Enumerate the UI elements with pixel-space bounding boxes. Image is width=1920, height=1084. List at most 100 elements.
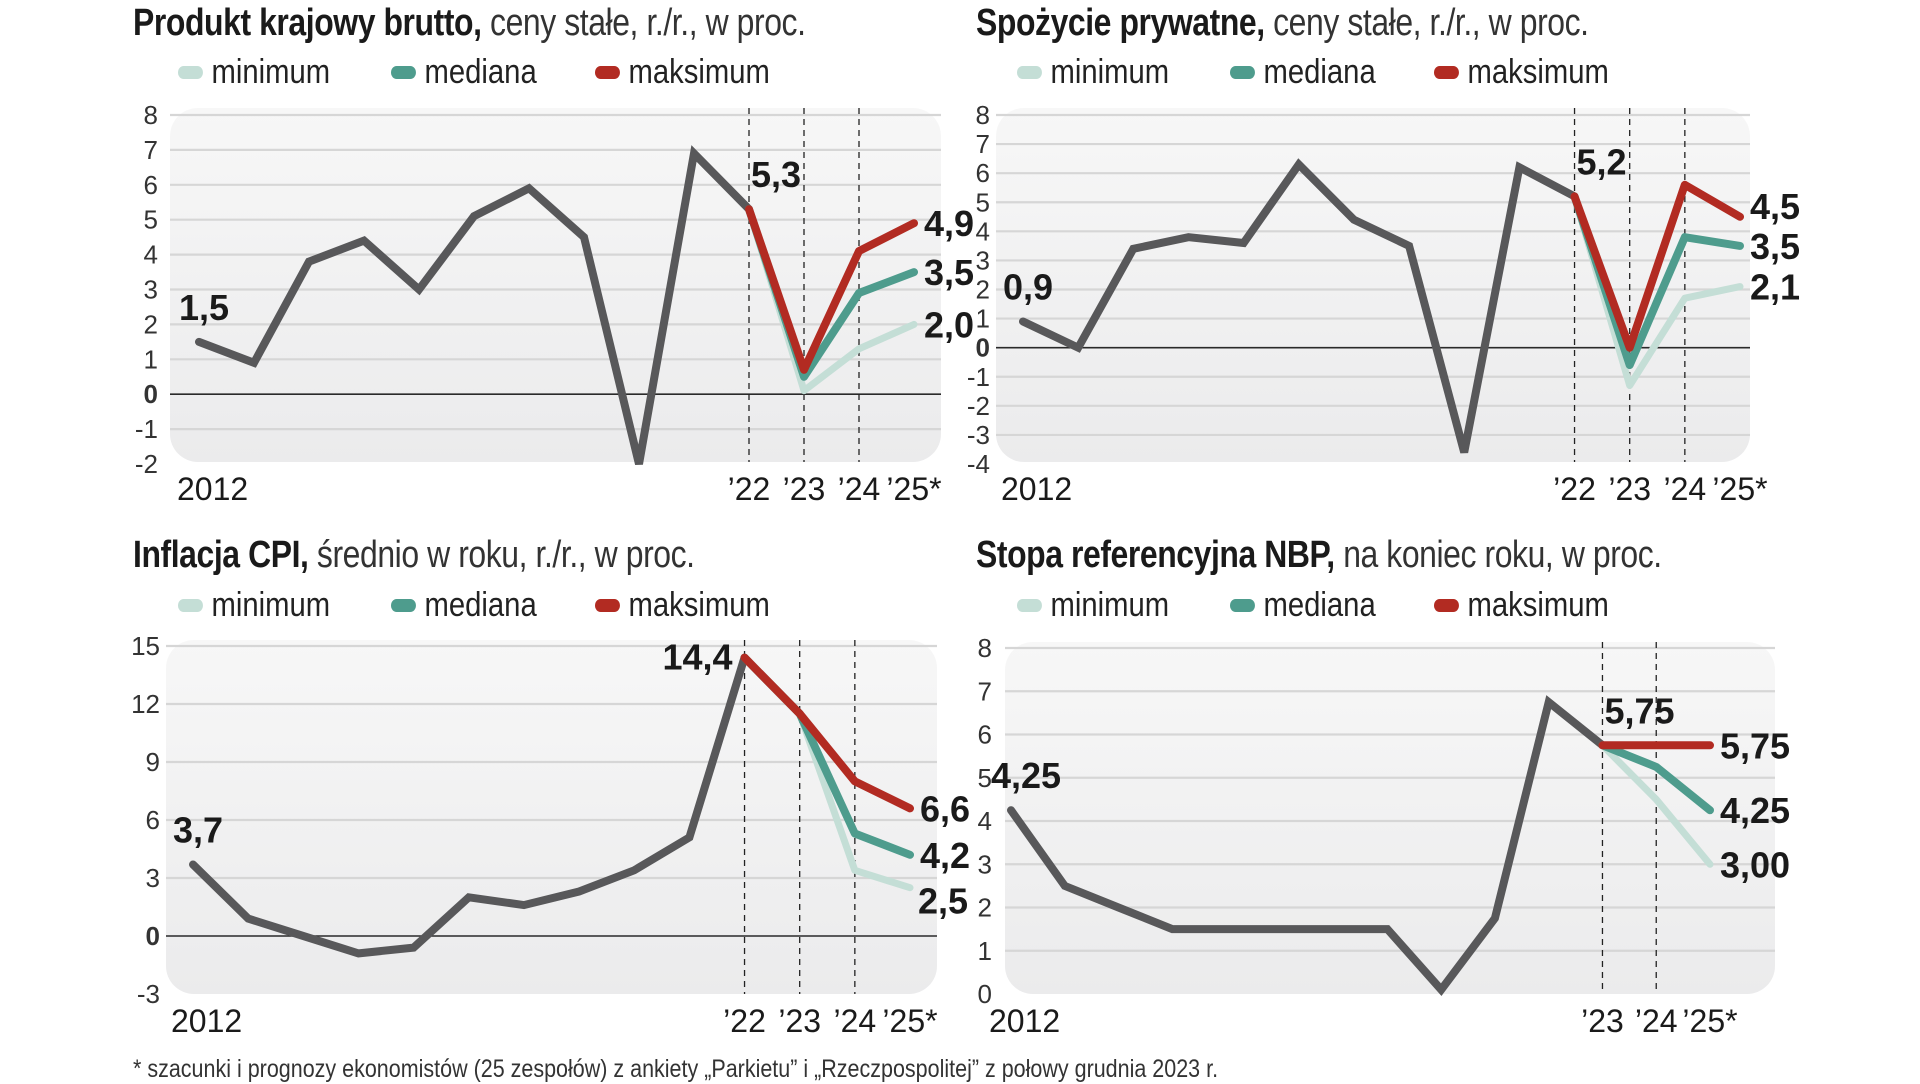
title-bold: Spożycie prywatne, (976, 2, 1265, 44)
legend-minimum: minimum (1017, 53, 1169, 92)
series-history-line (1007, 695, 1607, 997)
value-label: 4,9 (924, 203, 974, 244)
y-tick-label: 7 (976, 129, 990, 159)
x-tick-label: ’22 (723, 1003, 766, 1039)
y-tick-label: -4 (967, 449, 990, 479)
y-tick-label: 4 (144, 240, 158, 270)
legend-swatch-maksimum (1434, 66, 1459, 79)
y-tick-label: 12 (131, 689, 160, 719)
legend-label: maksimum (1467, 586, 1609, 624)
series-history-line (189, 653, 749, 958)
legend-minimum: minimum (178, 53, 330, 92)
legend-maksimum: maksimum (1434, 586, 1609, 625)
y-tick-label: 3 (976, 245, 990, 275)
title-rest: na koniec roku, w proc. (1334, 534, 1662, 576)
x-tick-label: ’24 (833, 1003, 876, 1039)
y-tick-label: 0 (146, 921, 160, 951)
legend-label: mediana (1263, 586, 1376, 624)
x-tick-label: ’23 (778, 1003, 821, 1039)
y-tick-label: 6 (978, 720, 992, 750)
value-label: 2,5 (918, 881, 968, 922)
x-tick-label: 2012 (171, 1003, 242, 1039)
y-tick-label: -1 (967, 362, 990, 392)
legend-mediana: mediana (1230, 53, 1376, 92)
series-median-line (1598, 741, 1714, 815)
y-tick-label: 5 (978, 763, 992, 793)
value-label: 2,0 (924, 304, 974, 345)
value-label: 3,5 (1750, 226, 1800, 267)
x-tick-label: ’25* (1712, 471, 1767, 507)
value-label: 3,7 (173, 809, 223, 850)
value-label: 5,75 (1720, 725, 1790, 766)
legend-swatch-maksimum (1434, 599, 1459, 612)
cpi-chart-title: Inflacja CPI, średnio w roku, r./r., w p… (133, 534, 695, 577)
y-tick-label: 9 (146, 747, 160, 777)
title-bold: Produkt krajowy brutto, (133, 2, 482, 44)
y-tick-label: 0 (978, 979, 992, 1009)
legend-label: mediana (1263, 53, 1376, 91)
title-bold: Inflacja CPI, (133, 534, 309, 576)
consumption-legend: minimum mediana maksimum (1017, 53, 1717, 92)
y-tick-label: 4 (976, 216, 990, 246)
legend-label: minimum (211, 586, 331, 624)
title-rest: ceny stałe, r./r., w proc. (1264, 2, 1589, 44)
legend-mediana: mediana (391, 586, 537, 625)
y-tick-label: 6 (146, 805, 160, 835)
plot-background (996, 108, 1750, 462)
y-tick-label: 2 (144, 309, 158, 339)
legend-mediana: mediana (391, 53, 537, 92)
legend-swatch-minimum (178, 66, 203, 79)
value-label: 4,25 (991, 755, 1061, 796)
y-tick-label: 1 (144, 344, 158, 374)
value-label: 5,3 (751, 154, 801, 195)
x-tick-label: ’23 (1581, 1003, 1624, 1039)
nbp-rate-chart-title: Stopa referencyjna NBP, na koniec roku, … (976, 534, 1662, 577)
legend-label: minimum (1050, 53, 1170, 91)
y-tick-label: 2 (978, 893, 992, 923)
legend-swatch-mediana (1230, 66, 1255, 79)
legend-swatch-maksimum (595, 599, 620, 612)
y-tick-label: 6 (144, 170, 158, 200)
series-history-line (1019, 158, 1579, 454)
y-tick-label: 8 (144, 100, 158, 130)
x-tick-label: ’25* (882, 1003, 937, 1039)
gdp-chart-title: Produkt krajowy brutto, ceny stałe, r./r… (133, 2, 806, 45)
legend-mediana: mediana (1230, 586, 1376, 625)
legend-minimum: minimum (1017, 586, 1169, 625)
title-rest: ceny stałe, r./r., w proc. (481, 2, 806, 44)
legend-swatch-mediana (391, 66, 416, 79)
x-tick-label: ’22 (728, 471, 771, 507)
nbp-rate-legend: minimum mediana maksimum (1017, 586, 1717, 625)
x-tick-label: 2012 (989, 1003, 1060, 1039)
x-tick-label: ’22 (1553, 471, 1596, 507)
x-tick-label: ’25* (886, 471, 941, 507)
legend-label: minimum (211, 53, 331, 91)
y-tick-label: -3 (137, 979, 160, 1009)
value-label: 3,5 (924, 252, 974, 293)
legend-maksimum: maksimum (1434, 53, 1609, 92)
title-bold: Stopa referencyjna NBP, (976, 534, 1335, 576)
y-tick-label: 4 (978, 806, 992, 836)
y-tick-label: 0 (144, 379, 158, 409)
gdp-legend: minimum mediana maksimum (178, 53, 878, 92)
y-tick-label: 5 (144, 205, 158, 235)
x-tick-label: ’23 (783, 471, 826, 507)
y-tick-label: 6 (976, 158, 990, 188)
plot-background (166, 640, 937, 994)
footnote: * szacunki i prognozy ekonomistów (25 ze… (133, 1055, 1219, 1083)
legend-maksimum: maksimum (595, 53, 770, 92)
y-tick-label: 0 (976, 333, 990, 363)
value-label: 5,2 (1577, 141, 1627, 182)
value-label: 5,75 (1604, 690, 1674, 731)
series-maximum-line (740, 653, 914, 813)
plot-background (170, 108, 941, 462)
legend-swatch-maksimum (595, 66, 620, 79)
legend-minimum: minimum (178, 586, 330, 625)
cpi-legend: minimum mediana maksimum (178, 586, 878, 625)
y-tick-label: 1 (976, 304, 990, 334)
y-tick-label: -1 (135, 414, 158, 444)
value-label: 4,5 (1750, 186, 1800, 227)
y-tick-label: 15 (131, 631, 160, 661)
